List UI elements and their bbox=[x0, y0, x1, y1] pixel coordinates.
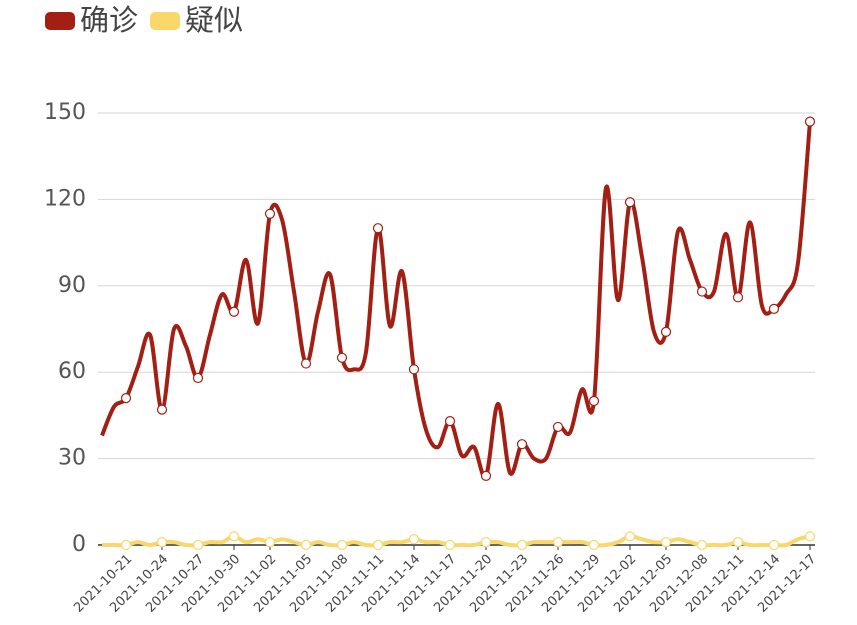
data-point bbox=[264, 537, 276, 548]
data-point bbox=[192, 539, 204, 551]
data-point bbox=[480, 537, 492, 548]
y-tick-label: 120 bbox=[44, 186, 86, 211]
series-line bbox=[100, 121, 812, 479]
data-point bbox=[624, 197, 636, 208]
data-point bbox=[156, 537, 168, 548]
data-point bbox=[372, 539, 384, 551]
legend-swatch bbox=[45, 12, 75, 30]
data-point bbox=[696, 286, 708, 297]
y-tick-label: 30 bbox=[58, 446, 86, 471]
y-tick-label: 90 bbox=[58, 273, 86, 298]
data-point bbox=[264, 208, 276, 219]
data-point bbox=[804, 531, 816, 542]
data-point bbox=[444, 416, 456, 427]
data-point bbox=[516, 539, 528, 551]
data-point bbox=[696, 539, 708, 551]
data-point bbox=[120, 393, 132, 404]
y-tick-label: 0 bbox=[72, 532, 86, 557]
data-point bbox=[552, 537, 564, 548]
data-point bbox=[660, 326, 672, 337]
y-tick-label: 150 bbox=[44, 100, 86, 125]
data-point bbox=[732, 292, 744, 303]
data-point bbox=[300, 358, 312, 369]
data-point bbox=[372, 223, 384, 234]
data-point bbox=[408, 364, 420, 375]
data-point bbox=[480, 470, 492, 481]
legend-label: 确诊 bbox=[80, 3, 138, 37]
data-point bbox=[588, 539, 600, 551]
data-point bbox=[120, 539, 132, 551]
data-point bbox=[228, 306, 240, 317]
data-point bbox=[300, 539, 312, 551]
data-point bbox=[768, 303, 780, 314]
data-point bbox=[660, 537, 672, 548]
data-point bbox=[732, 537, 744, 548]
data-point bbox=[516, 439, 528, 450]
data-point bbox=[192, 372, 204, 384]
data-point bbox=[156, 404, 168, 415]
data-point bbox=[444, 539, 456, 551]
data-point bbox=[408, 534, 420, 545]
y-tick-label: 60 bbox=[58, 359, 86, 384]
data-point bbox=[588, 395, 600, 407]
data-point bbox=[768, 539, 780, 551]
legend-swatch bbox=[150, 12, 181, 30]
series-line bbox=[101, 534, 811, 548]
data-point bbox=[804, 116, 816, 127]
legend-label: 疑似 bbox=[185, 3, 243, 37]
data-point bbox=[228, 531, 240, 542]
data-point bbox=[336, 352, 348, 363]
data-point bbox=[624, 531, 636, 542]
data-point bbox=[552, 421, 564, 433]
data-point bbox=[336, 539, 348, 551]
